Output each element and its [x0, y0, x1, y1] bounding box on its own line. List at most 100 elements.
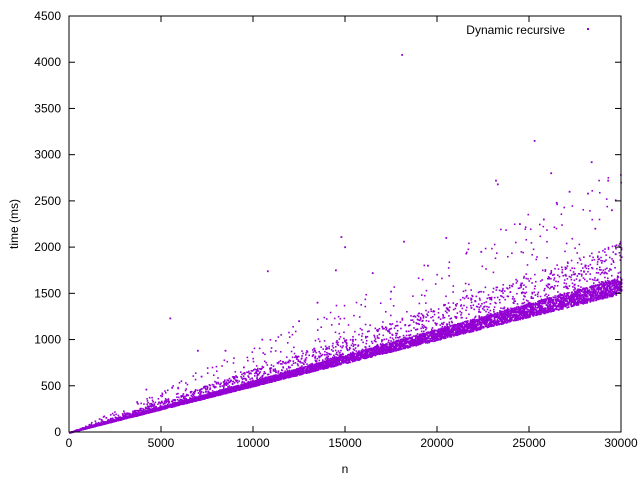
data-point [471, 324, 474, 326]
data-point [480, 305, 482, 307]
data-point [500, 307, 502, 309]
data-point [491, 320, 494, 323]
data-point [600, 272, 603, 274]
data-point [469, 320, 472, 323]
data-point [454, 303, 457, 306]
data-point [491, 325, 493, 327]
data-point [531, 282, 533, 284]
data-point [606, 282, 608, 284]
data-point [603, 251, 606, 253]
data-point [596, 279, 599, 282]
data-point [517, 318, 520, 320]
data-point [597, 258, 600, 261]
data-point [580, 263, 583, 265]
data-point [506, 287, 508, 289]
data-point [240, 375, 242, 378]
data-point [468, 331, 470, 334]
data-point [272, 368, 275, 371]
data-point [513, 300, 515, 302]
data-point [325, 318, 328, 320]
data-point [378, 327, 381, 330]
data-point [370, 340, 373, 343]
data-point [543, 308, 546, 311]
data-point [450, 327, 453, 329]
data-point [580, 286, 582, 288]
data-point [502, 307, 504, 310]
data-point [361, 335, 363, 337]
data-point [424, 339, 427, 342]
data-point [164, 399, 167, 402]
data-point [525, 291, 528, 294]
data-point [564, 250, 566, 253]
data-point [437, 338, 440, 340]
data-point [281, 363, 283, 365]
data-point [123, 410, 125, 412]
data-point [435, 324, 438, 326]
data-point [596, 296, 599, 298]
data-point [614, 199, 617, 201]
data-point [456, 302, 458, 305]
data-point [417, 315, 420, 318]
data-point [324, 353, 326, 356]
data-point [353, 360, 355, 362]
data-point [425, 331, 428, 334]
data-point [551, 274, 554, 276]
data-point [577, 285, 580, 287]
data-point [475, 305, 478, 308]
data-point [527, 313, 529, 316]
data-point [411, 319, 414, 321]
data-point [499, 317, 502, 319]
data-point [175, 393, 178, 395]
data-point [605, 254, 607, 256]
data-point [559, 293, 562, 295]
data-point [604, 288, 607, 291]
data-point [153, 404, 156, 406]
data-point [426, 334, 429, 337]
data-point [408, 345, 411, 347]
data-point [567, 295, 569, 298]
data-point [570, 276, 572, 279]
data-point [531, 292, 534, 295]
data-point [535, 314, 537, 317]
data-point [499, 312, 502, 315]
data-point [310, 367, 312, 369]
data-point [166, 403, 169, 406]
data-point [384, 346, 387, 349]
data-point [425, 302, 427, 304]
data-point [318, 340, 321, 343]
data-point [247, 375, 249, 377]
data-point [618, 252, 621, 254]
data-point [464, 289, 467, 292]
data-point [229, 389, 231, 391]
data-point [417, 338, 420, 341]
data-point [557, 280, 559, 283]
data-point [589, 273, 592, 275]
data-point [554, 308, 557, 310]
data-point [554, 285, 556, 287]
data-point [305, 352, 308, 354]
data-point [150, 404, 153, 407]
data-point [269, 338, 272, 341]
data-point [553, 302, 556, 305]
data-point [496, 319, 499, 322]
data-point [483, 322, 485, 325]
data-point [570, 296, 573, 299]
data-point [547, 294, 550, 297]
data-point [287, 361, 289, 364]
data-point [554, 304, 557, 307]
data-point [260, 382, 262, 385]
data-point [492, 287, 495, 290]
data-point [237, 389, 239, 391]
data-point [427, 332, 430, 335]
data-point [565, 294, 568, 297]
data-point [463, 325, 465, 328]
data-point [522, 251, 524, 254]
data-point [500, 323, 503, 325]
data-point [280, 334, 282, 336]
data-point [536, 293, 539, 296]
data-point [487, 311, 490, 314]
data-point [469, 324, 472, 326]
data-point [548, 296, 551, 299]
data-point [335, 364, 337, 367]
data-point [398, 336, 400, 339]
